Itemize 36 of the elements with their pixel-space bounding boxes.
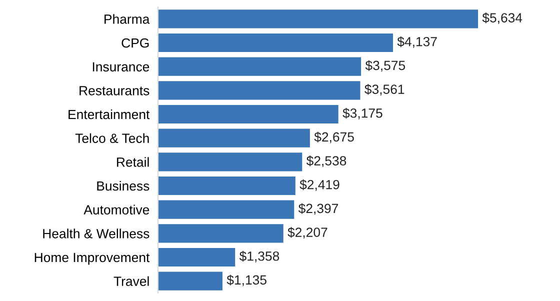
data-label: $1,358 — [239, 250, 280, 262]
bar — [158, 81, 360, 100]
y-tick-label: Insurance — [92, 62, 150, 72]
y-tick-label: CPG — [122, 38, 149, 48]
data-label: $2,207 — [288, 227, 328, 239]
data-label: $5,634 — [482, 12, 522, 24]
y-tick-label: Restaurants — [80, 86, 150, 96]
y-tick-label: Travel — [114, 276, 149, 286]
bar — [158, 176, 296, 196]
y-tick-label: Telco & Tech — [75, 133, 149, 143]
bar — [158, 200, 294, 219]
bar — [158, 33, 393, 52]
data-label: $2,675 — [314, 132, 354, 144]
bar — [158, 224, 284, 243]
bar — [158, 152, 302, 172]
bar — [158, 57, 362, 76]
bar — [158, 104, 338, 124]
y-tick-label: Automotive — [84, 204, 150, 214]
data-label: $1,135 — [226, 274, 266, 286]
bar — [158, 128, 310, 148]
data-label: $3,575 — [365, 60, 406, 72]
data-label: $2,397 — [298, 203, 338, 215]
bar — [158, 10, 478, 28]
y-tick-label: Retail — [117, 157, 149, 167]
data-label: $3,175 — [342, 108, 382, 120]
y-tick-label: Home Improvement — [34, 252, 150, 265]
bar — [158, 272, 222, 290]
y-tick-label: Pharma — [104, 14, 150, 24]
data-label: $3,561 — [364, 84, 404, 96]
bar — [158, 248, 236, 267]
data-label: $4,137 — [397, 36, 437, 48]
y-tick-label: Health & Wellness — [43, 228, 150, 238]
data-label: $2,538 — [306, 156, 346, 168]
y-tick-label: Entertainment — [68, 109, 150, 120]
data-label: $2,419 — [300, 179, 340, 191]
y-tick-label: Business — [97, 180, 150, 191]
